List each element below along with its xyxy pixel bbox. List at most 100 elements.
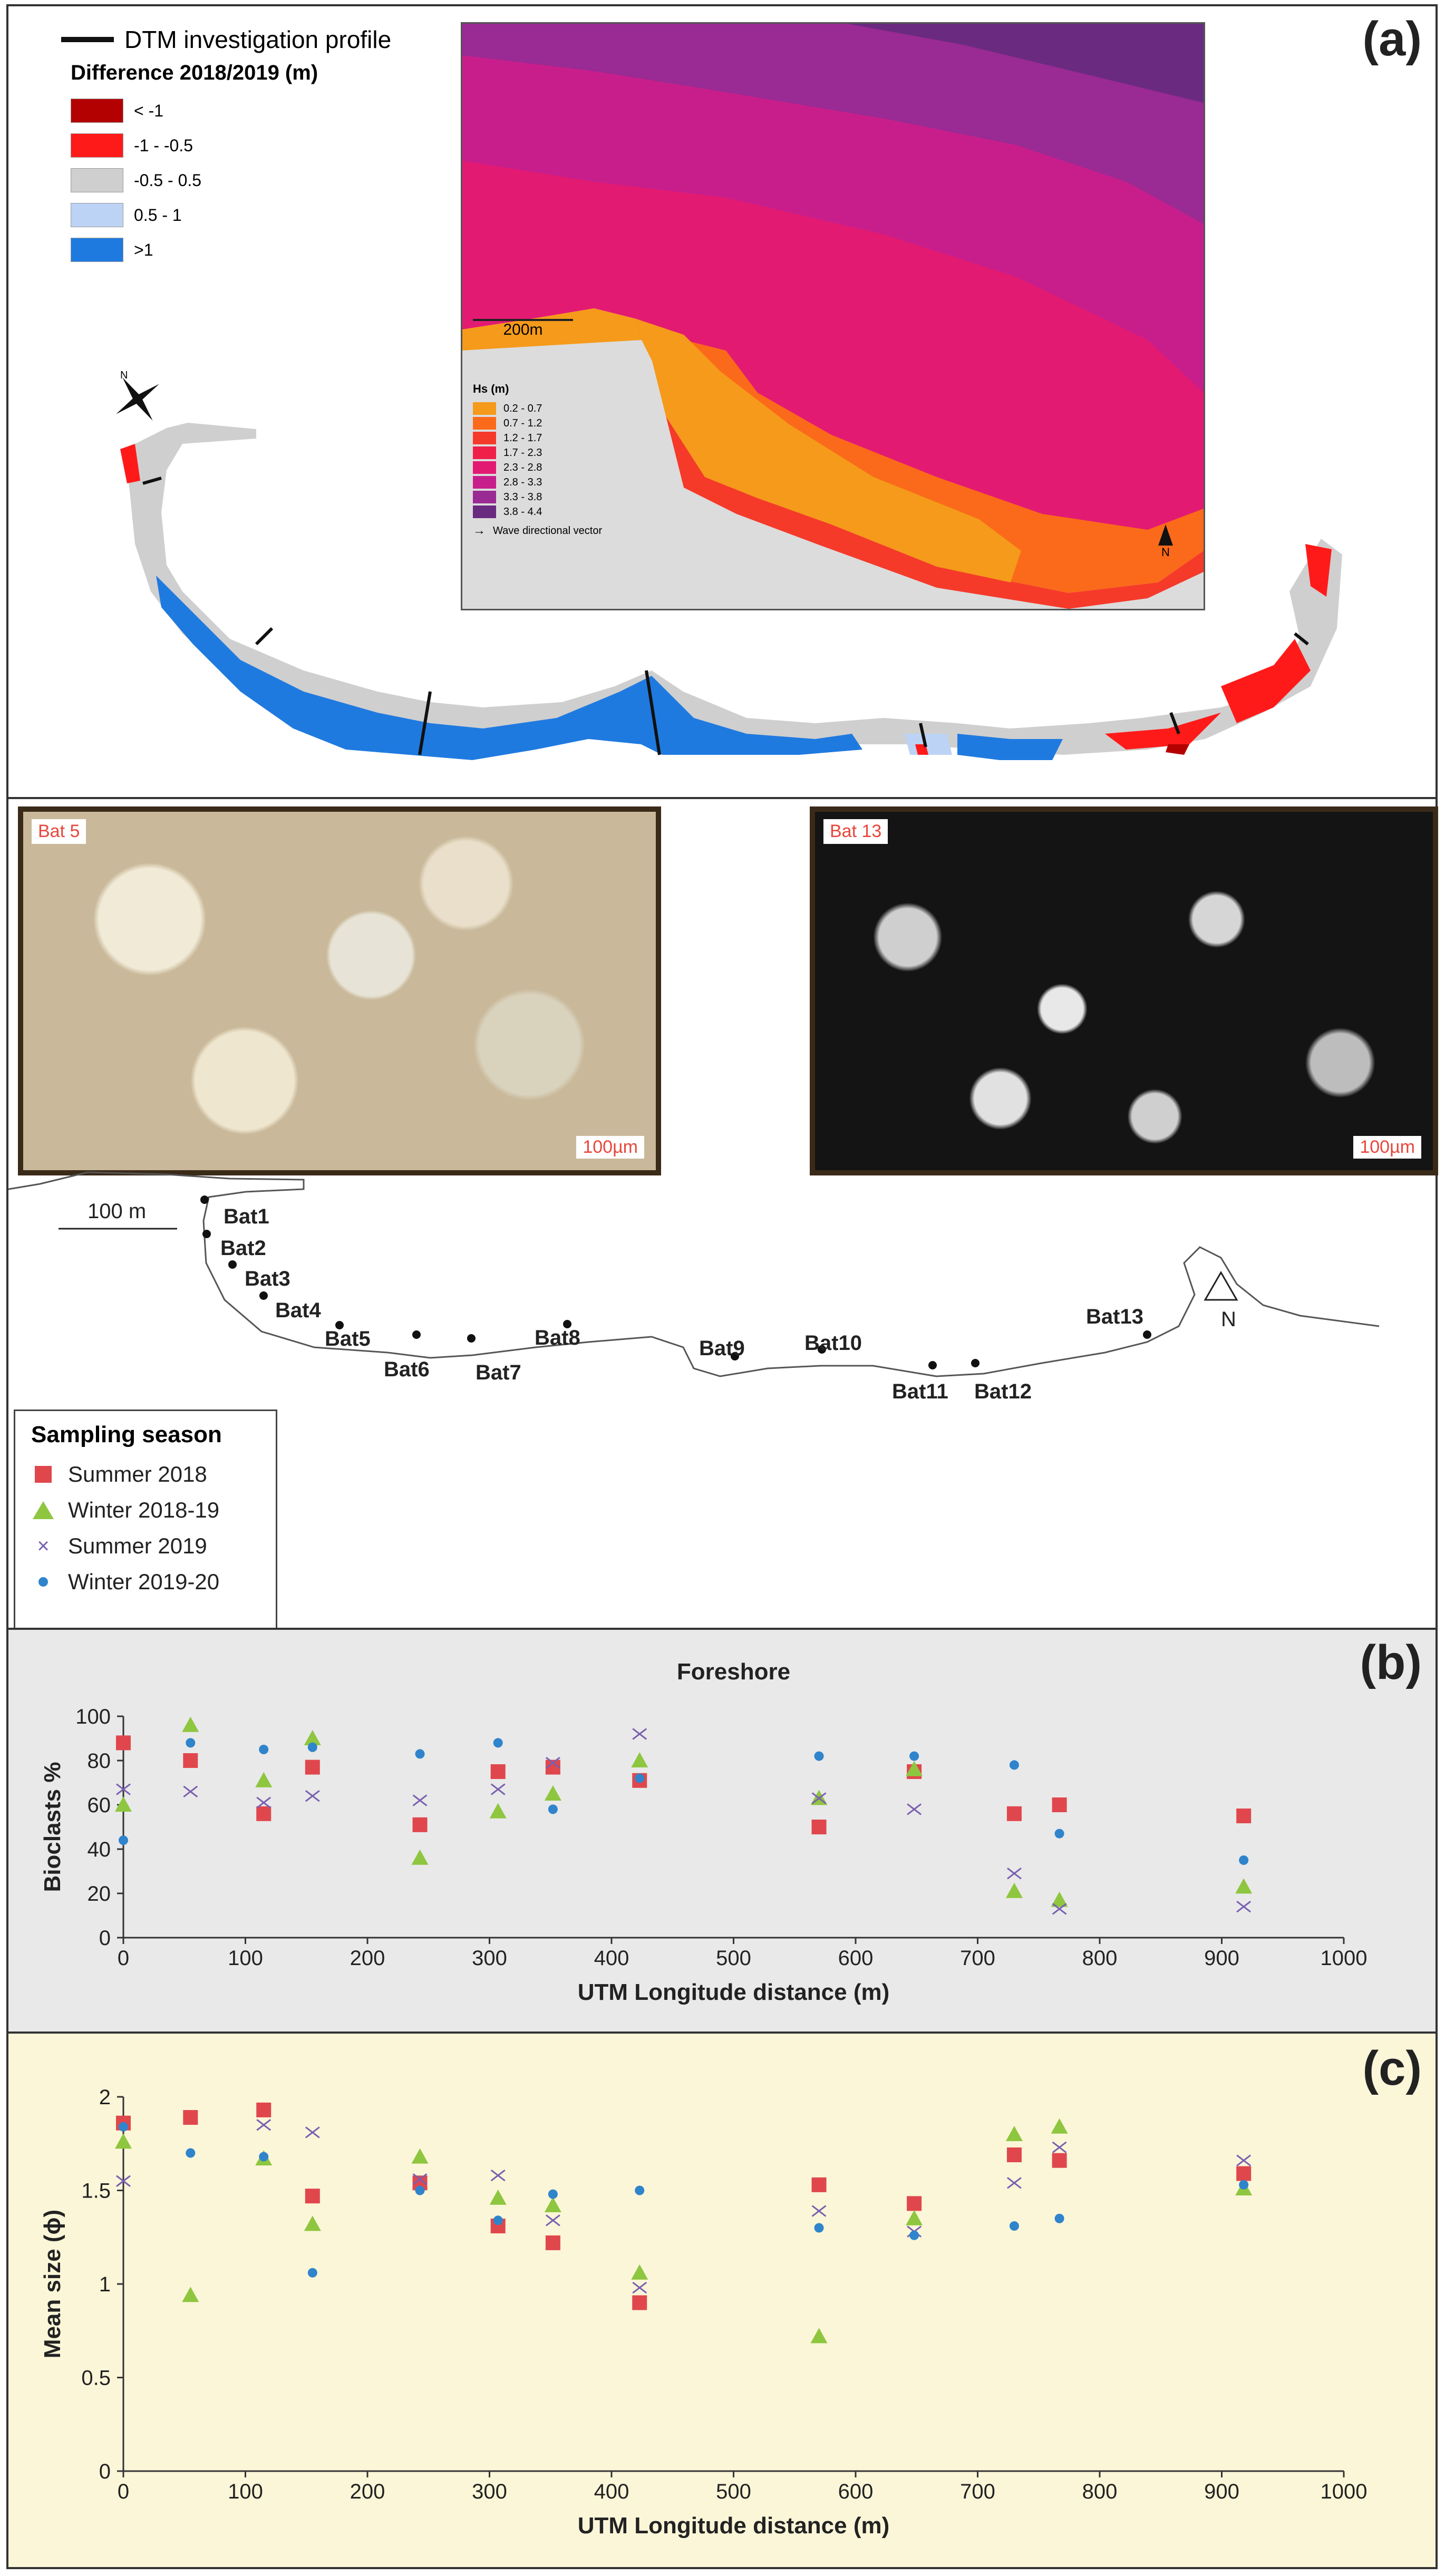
legend-label: < -1 — [134, 101, 164, 120]
data-point-winter-2018-19 — [304, 2215, 321, 2231]
data-point-summer-2018 — [545, 2235, 560, 2250]
sampling-legend-label: Winter 2019-20 — [68, 1569, 220, 1594]
data-point-winter-2019-20 — [1054, 2213, 1064, 2223]
legend-swatch — [71, 99, 123, 123]
hs-label: 3.3 - 3.8 — [503, 491, 542, 503]
profile-legend: DTM investigation profile — [61, 25, 391, 54]
data-point-winter-2019-20 — [415, 1749, 425, 1759]
data-point-summer-2018 — [1236, 2166, 1252, 2181]
site-dot — [1143, 1330, 1151, 1339]
site-dot — [200, 1195, 209, 1204]
data-point-summer-2019 — [811, 2205, 827, 2217]
legend-label: -1 - -0.5 — [134, 135, 193, 155]
site-dot — [467, 1334, 476, 1343]
hs-legend-title: Hs (m) — [473, 382, 509, 395]
north-arrow-icon: N — [116, 370, 159, 421]
sampling-legend-item: Winter 2018-19 — [31, 1492, 260, 1528]
sampling-legend: Sampling season Summer 2018 Winter 2018-… — [14, 1409, 277, 1631]
site-dot — [412, 1330, 421, 1339]
site-label-bat7: Bat7 — [476, 1361, 521, 1384]
legend-swatch — [71, 133, 123, 158]
data-point-winter-2018-19 — [1051, 2118, 1068, 2134]
panel-letter-c: (c) — [1362, 2042, 1422, 2095]
data-point-winter-2018-19 — [182, 2287, 199, 2302]
x-tick-label: 200 — [350, 1947, 385, 1970]
data-point-summer-2019 — [1052, 1903, 1067, 1915]
y-tick-label: 0 — [99, 2460, 111, 2483]
hs-swatch — [473, 461, 496, 474]
data-point-summer-2018 — [305, 1760, 320, 1775]
x-tick-label: 800 — [1082, 2480, 1118, 2503]
x-axis-label: UTM Longitude distance (m) — [578, 1979, 890, 2005]
site-dot — [928, 1361, 937, 1369]
data-point-winter-2019-20 — [1009, 1760, 1019, 1770]
hs-legend: Hs (m) 0.2 - 0.7 0.7 - 1.2 1.2 - 1.7 1.7… — [473, 382, 663, 538]
x-tick-label: 400 — [594, 2480, 629, 2503]
y-tick-label: 20 — [88, 1882, 111, 1906]
data-point-winter-2019-20 — [548, 1804, 558, 1814]
data-point-winter-2018-19 — [631, 2264, 648, 2280]
photo-scale: 100µm — [1353, 1136, 1421, 1159]
data-point-winter-2019-20 — [307, 2268, 317, 2278]
y-tick-label: 100 — [75, 1705, 111, 1728]
data-point-summer-2019 — [412, 2173, 428, 2185]
data-point-summer-2018 — [256, 2102, 271, 2117]
hs-swatch — [473, 476, 496, 489]
data-point-winter-2019-20 — [1239, 2180, 1249, 2190]
site-label-bat4: Bat4 — [275, 1299, 321, 1322]
triangle-marker-icon — [31, 1501, 55, 1519]
data-point-winter-2019-20 — [635, 1773, 645, 1783]
data-point-summer-2019 — [116, 2175, 131, 2187]
sampling-legend-title: Sampling season — [31, 1422, 222, 1447]
panel-b: (b) 0 100 200 300 400 500 600 700 800 900 1000 0 20 4… — [6, 1628, 1438, 2034]
hs-legend-item: 1.2 - 1.7 — [473, 431, 663, 445]
data-point-summer-2018 — [183, 2110, 198, 2125]
data-point-summer-2019 — [545, 1757, 560, 1769]
legend-item: -0.5 - 0.5 — [71, 167, 201, 194]
data-point-summer-2018 — [183, 1753, 198, 1768]
data-point-summer-2019 — [1236, 1901, 1252, 1913]
x-axis-label: UTM Longitude distance (m) — [578, 2513, 890, 2539]
data-point-winter-2019-20 — [814, 2223, 824, 2233]
hs-legend-item: 3.8 - 4.4 — [473, 504, 663, 519]
difference-legend-title: Difference 2018/2019 (m) — [71, 61, 318, 84]
x-tick-label: 900 — [1204, 1947, 1239, 1970]
data-point-winter-2019-20 — [1054, 1829, 1064, 1839]
inset-north-label: N — [1161, 546, 1170, 559]
data-point-winter-2018-19 — [255, 1772, 273, 1787]
difference-legend: < -1 -1 - -0.5 -0.5 - 0.5 0.5 - 1 >1 — [71, 97, 271, 266]
panel-c: (c) 0 100 200 300 400 500 600 700 800 900 1000 0 0.5… — [6, 2031, 1438, 2569]
photo-label: Bat 5 — [32, 819, 86, 844]
data-point-summer-2019 — [1052, 2141, 1067, 2154]
site-dot — [228, 1260, 237, 1269]
x-tick-label: 500 — [716, 1947, 751, 1970]
y-axis-label: Mean size (ϕ) — [40, 2210, 65, 2358]
x-tick-label: 500 — [716, 2480, 751, 2503]
legend-item: >1 — [71, 236, 153, 264]
data-point-winter-2019-20 — [635, 2185, 645, 2195]
x-tick-label: 700 — [960, 1947, 995, 1970]
x-tick-label: 0 — [118, 2480, 129, 2503]
data-point-winter-2018-19 — [1235, 1878, 1253, 1894]
y-tick-label: 2 — [99, 2086, 111, 2109]
data-point-summer-2019 — [256, 2119, 271, 2131]
data-point-summer-2019 — [1007, 2177, 1022, 2189]
data-point-winter-2018-19 — [544, 2196, 561, 2212]
data-point-summer-2019 — [545, 2214, 560, 2227]
panel-letter-b: (b) — [1360, 1636, 1422, 1689]
hs-label: 1.7 - 2.3 — [503, 446, 542, 459]
arrow-right-icon: → — [473, 523, 486, 538]
data-point-summer-2019 — [1236, 2154, 1252, 2166]
site-dot — [731, 1352, 739, 1360]
site-dot — [563, 1320, 571, 1328]
hs-legend-item: 2.8 - 3.3 — [473, 475, 663, 490]
hs-swatch — [473, 506, 496, 518]
data-point-winter-2019-20 — [186, 1738, 196, 1748]
data-point-summer-2018 — [907, 2196, 922, 2211]
data-point-summer-2019 — [907, 1803, 922, 1815]
data-point-winter-2018-19 — [489, 1803, 507, 1819]
legend-swatch — [71, 203, 123, 227]
wave-height-inset: 200m Hs (m) 0.2 - 0.7 0.7 - 1.2 1.2 - 1.… — [461, 22, 1205, 610]
y-tick-label: 0.5 — [81, 2367, 111, 2390]
legend-label: -0.5 - 0.5 — [134, 170, 202, 190]
